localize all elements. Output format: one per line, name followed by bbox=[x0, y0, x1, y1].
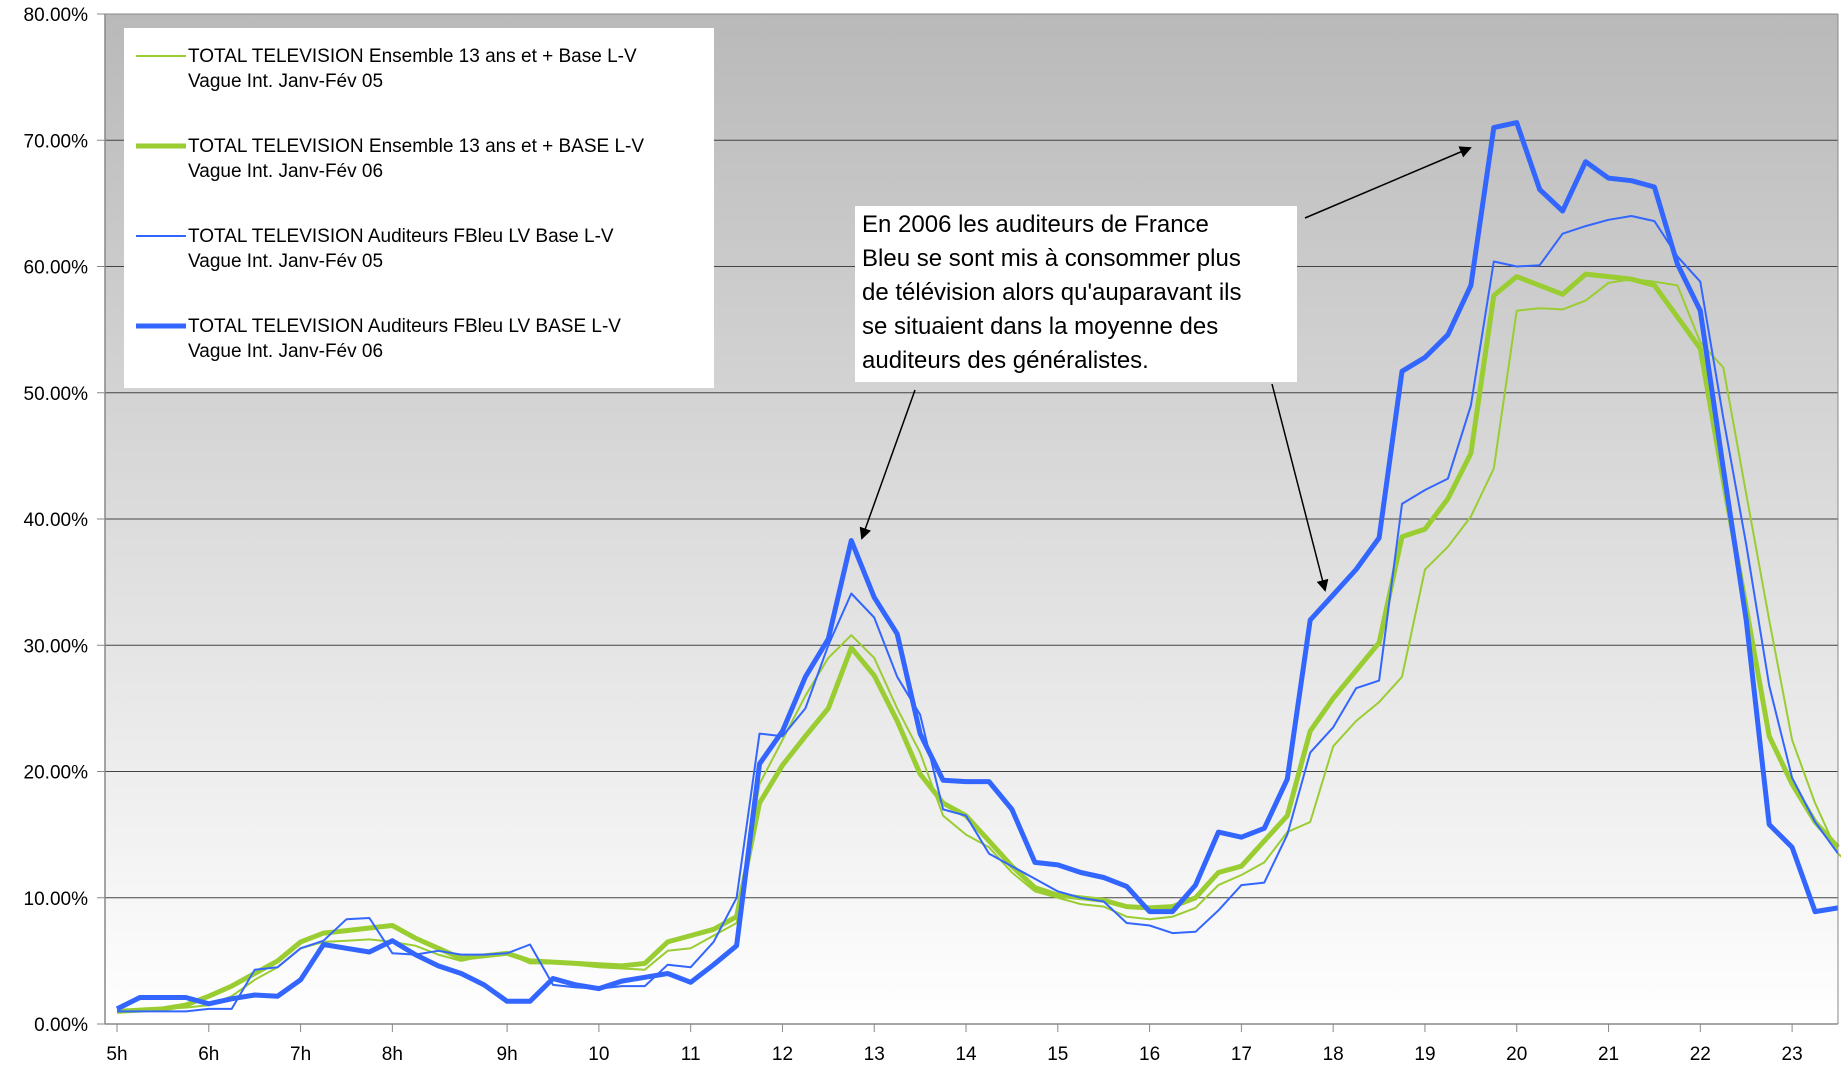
x-tick-label: 18 bbox=[1323, 1044, 1344, 1065]
y-tick-label: 50.00% bbox=[24, 384, 89, 405]
series-line-1 bbox=[116, 278, 1841, 1013]
x-tick-label: 14 bbox=[955, 1044, 977, 1065]
x-tick-label: 15 bbox=[1047, 1044, 1068, 1065]
legend-sublabel-3: Vague Int. Janv-Fév 05 bbox=[188, 251, 383, 272]
x-tick-label: 19 bbox=[1414, 1044, 1435, 1065]
legend: TOTAL TELEVISION Ensemble 13 ans et + Ba… bbox=[124, 28, 714, 388]
x-tick-label: 7h bbox=[290, 1044, 311, 1065]
series-line-3 bbox=[117, 215, 1839, 1013]
y-tick-label: 10.00% bbox=[24, 889, 89, 910]
annotation-arrow-18h bbox=[1271, 383, 1329, 592]
x-tick-label: 21 bbox=[1598, 1044, 1619, 1065]
x-tick-label: 11 bbox=[681, 1044, 701, 1065]
x-tick-label: 12 bbox=[772, 1044, 793, 1065]
y-tick-label: 20.00% bbox=[24, 763, 89, 784]
legend-label-1: TOTAL TELEVISION Ensemble 13 ans et + Ba… bbox=[188, 46, 637, 67]
x-tick-label: 16 bbox=[1139, 1044, 1160, 1065]
series-line-4 bbox=[115, 120, 1839, 1012]
y-tick-label: 0.00% bbox=[34, 1015, 88, 1036]
y-axis-ticks: 0.00% 10.00% 20.00% 30.00% 40.00% 50.00% 60.00… bbox=[24, 5, 105, 1036]
x-tick-label: 20 bbox=[1506, 1044, 1527, 1065]
legend-box bbox=[124, 28, 714, 388]
x-tick-label: 6h bbox=[198, 1044, 219, 1065]
x-tick-label: 8h bbox=[382, 1044, 403, 1065]
x-tick-label: 13 bbox=[864, 1044, 885, 1065]
annotation-box bbox=[855, 206, 1297, 382]
annotation-arrow-20h bbox=[1304, 146, 1472, 219]
series-line-2 bbox=[116, 271, 1840, 1014]
x-tick-label: 23 bbox=[1782, 1044, 1803, 1065]
annotation: En 2006 les auditeurs de France Bleu se … bbox=[855, 146, 1472, 592]
legend-label-2: TOTAL TELEVISION Ensemble 13 ans et + BA… bbox=[188, 136, 644, 157]
legend-sublabel-1: Vague Int. Janv-Fév 05 bbox=[188, 71, 383, 92]
y-tick-label: 70.00% bbox=[24, 131, 89, 152]
x-tick-label: 5h bbox=[106, 1044, 127, 1065]
x-axis-ticks: 5h 6h 7h 8h 9h 10 11 12 13 14 15 16 17 18 19 20 21 22 23 bbox=[106, 1024, 1803, 1065]
x-tick-label: 17 bbox=[1231, 1044, 1252, 1065]
annotation-line-4: se situaient dans la moyenne des bbox=[862, 313, 1218, 340]
y-tick-label: 30.00% bbox=[24, 636, 89, 657]
annotation-line-3: de télévision alors qu'auparavant ils bbox=[862, 279, 1241, 306]
x-tick-label: 22 bbox=[1690, 1044, 1711, 1065]
legend-label-3: TOTAL TELEVISION Auditeurs FBleu LV Base… bbox=[188, 226, 614, 247]
annotation-line-5: auditeurs des généralistes. bbox=[862, 347, 1149, 374]
annotation-line-2: Bleu se sont mis à consommer plus bbox=[862, 245, 1241, 272]
annotation-arrow-13h bbox=[859, 389, 916, 540]
y-tick-label: 60.00% bbox=[24, 258, 89, 279]
legend-label-4: TOTAL TELEVISION Auditeurs FBleu LV BASE… bbox=[188, 316, 621, 337]
x-tick-label: 9h bbox=[497, 1044, 518, 1065]
x-tick-label: 10 bbox=[588, 1044, 609, 1065]
legend-sublabel-2: Vague Int. Janv-Fév 06 bbox=[188, 161, 383, 182]
series-layer bbox=[115, 120, 1841, 1014]
annotation-line-1: En 2006 les auditeurs de France bbox=[862, 211, 1209, 238]
legend-sublabel-4: Vague Int. Janv-Fév 06 bbox=[188, 341, 383, 362]
y-tick-label: 80.00% bbox=[24, 5, 89, 26]
y-tick-label: 40.00% bbox=[24, 510, 89, 531]
